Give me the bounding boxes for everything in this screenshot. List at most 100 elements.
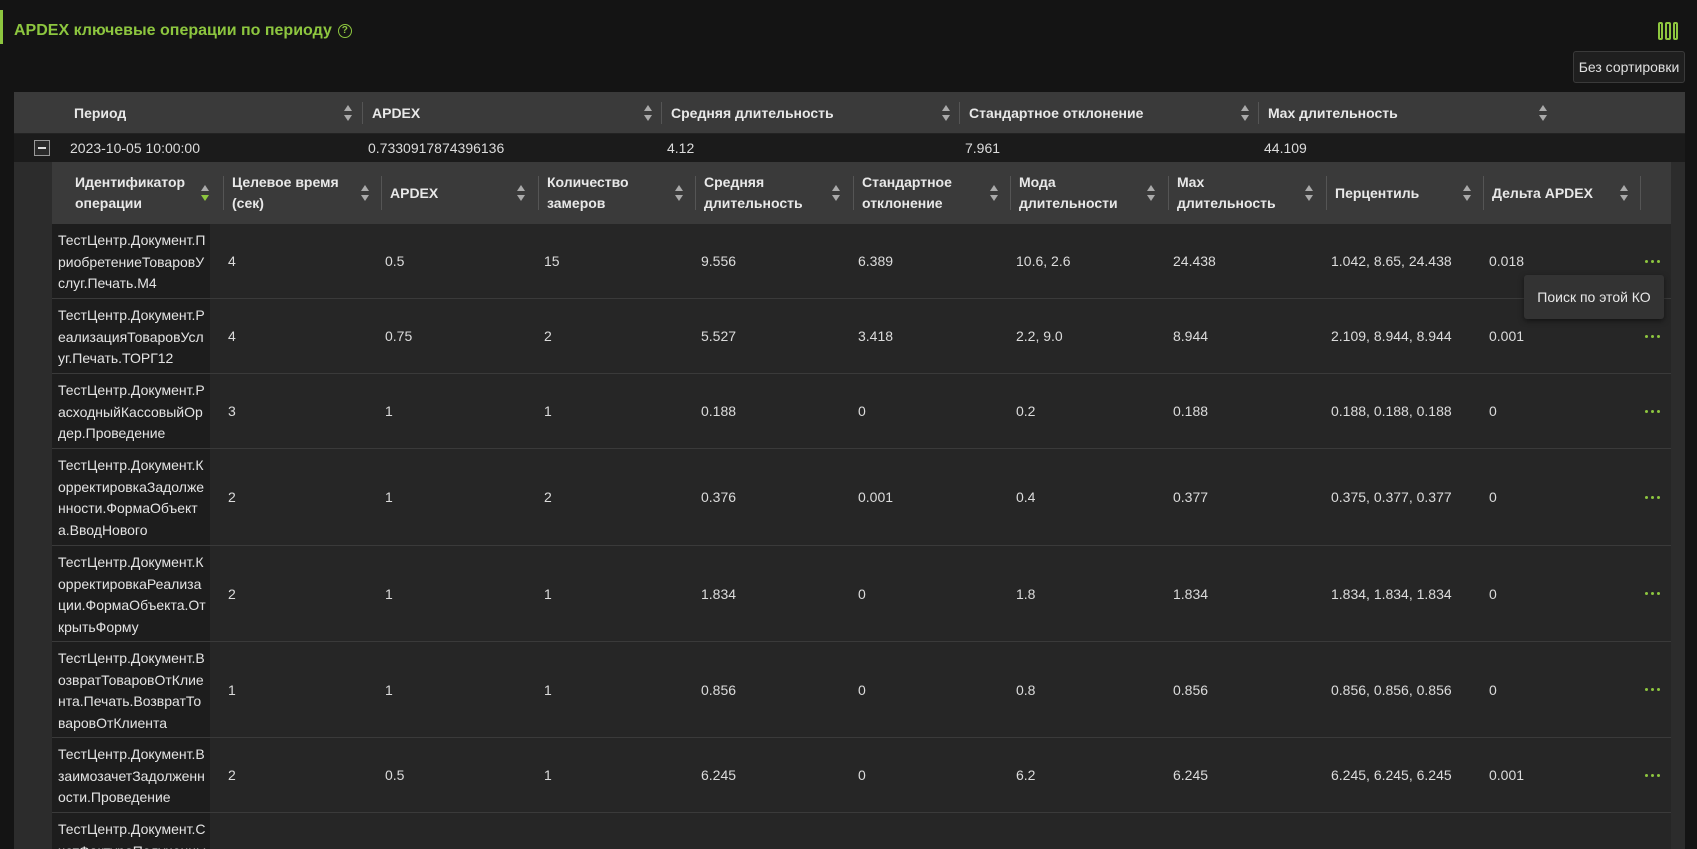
more-actions-icon[interactable] (1645, 546, 1660, 641)
search-by-ko-tooltip[interactable]: Поиск по этой КО (1524, 275, 1664, 319)
collapse-icon[interactable] (34, 140, 50, 156)
table-cell: 0.75 (385, 328, 413, 344)
sort-mode-button[interactable]: Без сортировки (1573, 51, 1685, 83)
table-cell: 1 (544, 403, 552, 419)
sort-icon[interactable] (517, 185, 526, 201)
more-actions-icon[interactable] (1645, 224, 1660, 298)
table-cell: 6.2 (1016, 767, 1036, 783)
table-cell: 0.4 (1016, 489, 1036, 505)
table-cell: 5.527 (701, 328, 737, 344)
table-cell: 0 (1489, 585, 1497, 602)
period-col-header[interactable]: Max длительность (1268, 105, 1398, 121)
operations-col-header[interactable]: Количество замеров (547, 174, 629, 211)
table-row[interactable]: ТестЦентр.Документ.ВзаимозачетЗадолженно… (52, 738, 1671, 813)
table-cell: 0.001 (858, 489, 894, 505)
table-cell: 0.856 (701, 681, 737, 698)
period-col-header[interactable]: Стандартное отклонение (969, 105, 1144, 121)
column-divider[interactable] (1483, 176, 1484, 210)
table-cell: 0.001 (1489, 328, 1525, 344)
table-row[interactable]: ТестЦентр.Документ.РеализацияТоваровУслу… (52, 299, 1671, 374)
table-cell: 4 (228, 328, 236, 344)
period-cell: 4.12 (667, 140, 695, 156)
table-row[interactable]: ТестЦентр.Документ.РасходныйКассовыйОрде… (52, 374, 1671, 449)
operation-id-cell: ТестЦентр.Документ.КорректировкаЗадолжен… (52, 449, 210, 545)
table-row[interactable]: ТестЦентр.Документ.КорректировкаЗадолжен… (52, 449, 1671, 546)
sort-icon[interactable] (1241, 105, 1250, 121)
sort-icon[interactable] (201, 185, 210, 201)
table-cell: 0.8 (1016, 681, 1036, 698)
table-cell: 0 (1489, 681, 1497, 698)
more-actions-icon[interactable] (1645, 449, 1660, 545)
column-divider[interactable] (1326, 176, 1327, 210)
more-actions-icon[interactable] (1645, 738, 1660, 812)
table-cell: 0 (858, 767, 866, 783)
table-row[interactable]: ТестЦентр.Документ.ВозвратТоваровОтКлиен… (52, 642, 1671, 738)
sort-icon[interactable] (1147, 185, 1156, 201)
sort-icon[interactable] (1305, 185, 1314, 201)
operation-id-cell: ТестЦентр.Документ.ПриобретениеТоваровУс… (52, 224, 210, 298)
column-divider[interactable] (1168, 176, 1169, 210)
more-actions-icon[interactable] (1645, 642, 1660, 737)
table-cell: 1 (544, 681, 552, 698)
operations-col-header[interactable]: Стандартное отклонение (862, 174, 952, 211)
columns-settings-icon[interactable] (1658, 22, 1678, 40)
sort-icon[interactable] (675, 185, 684, 201)
table-cell: 0 (1489, 489, 1497, 505)
operations-col-header[interactable]: Max длительность (1177, 174, 1276, 211)
sort-icon[interactable] (1463, 185, 1472, 201)
column-divider[interactable] (223, 176, 224, 210)
table-cell: 15 (544, 253, 560, 269)
operations-col-header[interactable]: Средняя длительность (704, 174, 803, 211)
operation-id-cell: ТестЦентр.Документ.РеализацияТоваровУслу… (52, 299, 210, 373)
column-divider[interactable] (959, 102, 960, 124)
period-row[interactable]: 2023-10-05 10:00:00 0.7330917874396136 4.1… (14, 134, 1685, 162)
operations-col-header[interactable]: Перцентиль (1335, 184, 1420, 201)
period-col-header[interactable]: Период (74, 105, 127, 121)
table-cell: 0.375, 0.377, 0.377 (1331, 489, 1452, 505)
operation-id-cell: ТестЦентр.Документ.ВзаимозачетЗадолженно… (52, 738, 210, 812)
table-cell: 1.8 (1016, 585, 1036, 602)
table-cell: 1 (385, 585, 393, 602)
column-divider[interactable] (695, 176, 696, 210)
more-actions-icon[interactable] (1645, 374, 1660, 448)
column-divider[interactable] (1010, 176, 1011, 210)
operations-col-header[interactable]: Целевое время (сек) (232, 174, 339, 211)
period-cell: 44.109 (1264, 140, 1307, 156)
operations-col-header[interactable]: Дельта APDEX (1492, 184, 1593, 201)
table-cell: 0.856 (1173, 681, 1209, 698)
column-divider[interactable] (362, 102, 363, 124)
sort-icon[interactable] (942, 105, 951, 121)
operations-col-header[interactable]: APDEX (390, 184, 439, 201)
table-cell: 10.6, 2.6 (1016, 253, 1071, 269)
table-cell: 3 (228, 403, 236, 419)
period-col-header[interactable]: APDEX (372, 105, 421, 121)
operation-id-cell: ТестЦентр.Документ.СчетФактураПолученный (52, 813, 210, 849)
column-divider[interactable] (1258, 102, 1259, 124)
column-divider[interactable] (381, 176, 382, 210)
column-divider[interactable] (853, 176, 854, 210)
sort-icon[interactable] (1539, 105, 1548, 121)
table-row[interactable]: ТестЦентр.Документ.СчетФактураПолученный (52, 813, 1671, 849)
operations-col-header[interactable]: Мода длительности (1019, 174, 1118, 211)
sort-icon[interactable] (832, 185, 841, 201)
table-cell: 1.834 (1173, 585, 1209, 602)
column-divider[interactable] (661, 102, 662, 124)
more-actions-icon[interactable] (1645, 299, 1660, 373)
column-divider[interactable] (538, 176, 539, 210)
table-cell: 2 (228, 489, 236, 505)
sort-icon[interactable] (644, 105, 653, 121)
sort-icon[interactable] (990, 185, 999, 201)
help-icon[interactable]: ? (337, 24, 352, 38)
operations-col-header[interactable]: Идентификатор операции (75, 174, 186, 211)
table-row[interactable]: ТестЦентр.Документ.КорректировкаРеализац… (52, 546, 1671, 642)
sort-icon[interactable] (344, 105, 353, 121)
period-col-header[interactable]: Средняя длительность (671, 105, 834, 121)
table-cell: 1 (385, 489, 393, 505)
sort-icon[interactable] (1620, 185, 1629, 201)
table-row[interactable]: ТестЦентр.Документ.ПриобретениеТоваровУс… (52, 224, 1671, 299)
table-cell: 0.188, 0.188, 0.188 (1331, 403, 1452, 419)
table-cell: 6.389 (858, 253, 894, 269)
table-cell: 0 (1489, 403, 1497, 419)
sort-icon[interactable] (361, 185, 370, 201)
table-cell: 1.834 (701, 585, 737, 602)
